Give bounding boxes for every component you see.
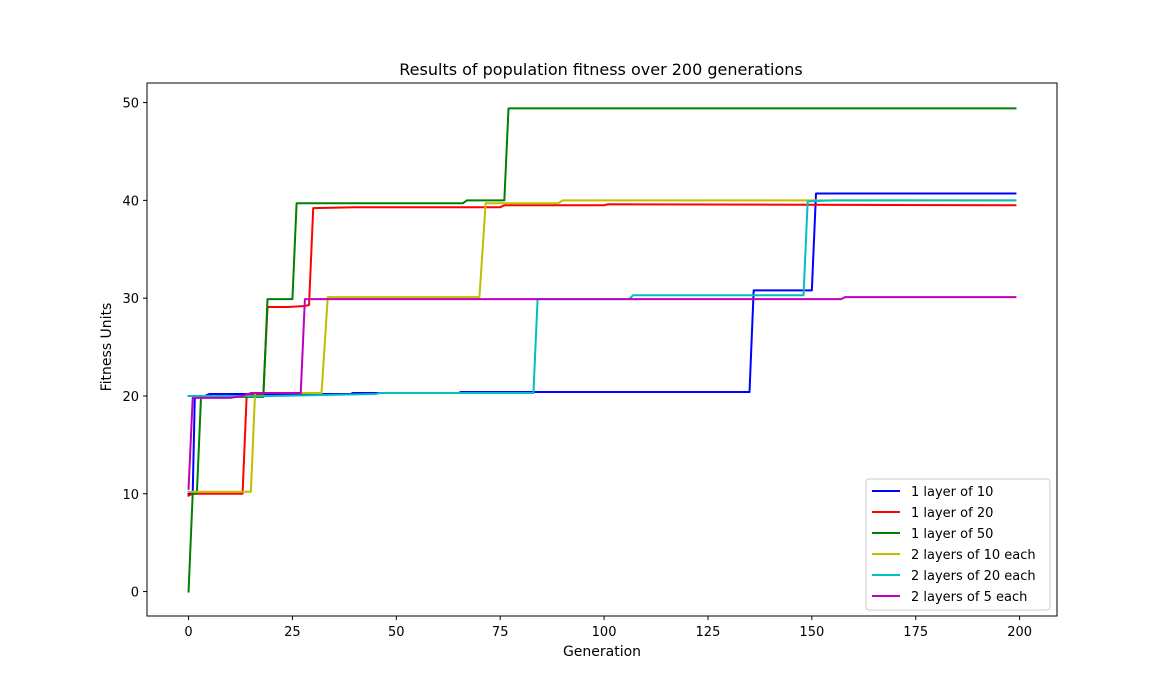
y-axis-label: Fitness Units [99,303,115,392]
x-tick-label: 50 [388,625,405,640]
y-tick-label: 10 [122,488,139,503]
legend-box [865,478,1051,611]
legend-label: 2 layers of 10 each [911,548,1036,563]
legend-label: 1 layer of 50 [911,527,993,542]
y-tick-label: 0 [131,586,139,601]
x-tick-label: 200 [1007,625,1032,640]
x-axis-label: Generation [563,644,641,660]
x-axis-ticks: 0 25 50 75 100 125 150 175 200 [184,616,1032,640]
legend: 1 layer of 10 1 layer of 20 1 layer of 50 2… [865,478,1051,611]
series-line-6 [187,296,1017,490]
y-tick-label: 40 [122,194,139,209]
series-line-2 [187,203,1017,498]
x-tick-label: 0 [184,625,192,640]
legend-label: 1 layer of 20 [911,506,993,521]
x-tick-label: 125 [696,625,721,640]
plot-area: 0 25 50 75 100 125 150 175 200 0 10 20 30 40 50 [122,82,1058,640]
x-tick-label: 175 [903,625,928,640]
x-tick-label: 150 [799,625,824,640]
y-tick-label: 20 [122,390,139,405]
legend-label: 2 layers of 5 each [911,590,1027,605]
x-tick-label: 25 [284,625,301,640]
x-tick-label: 75 [492,625,509,640]
chart-title: Results of population fitness over 200 g… [399,60,802,79]
y-axis-ticks: 0 10 20 30 40 50 [122,97,147,601]
plot-frame [146,82,1058,617]
legend-label: 1 layer of 10 [911,485,993,500]
y-tick-label: 50 [122,97,139,112]
x-tick-label: 100 [592,625,617,640]
series-layer [187,107,1017,593]
legend-label: 2 layers of 20 each [911,569,1036,584]
series-line-4 [187,199,1017,493]
series-line-3 [187,107,1017,593]
y-tick-label: 30 [122,292,139,307]
